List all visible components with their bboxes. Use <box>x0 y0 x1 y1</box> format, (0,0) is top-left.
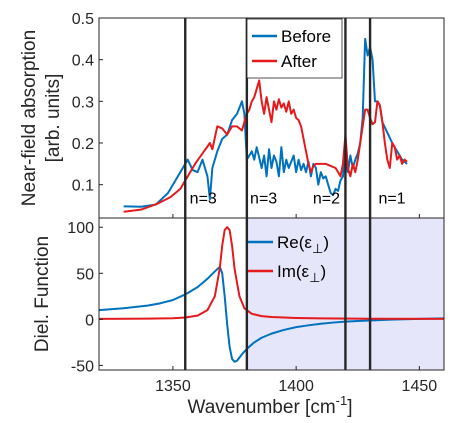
top-y-tick-label: 0.5 <box>72 11 94 28</box>
series-line-im <box>98 226 445 320</box>
x-tick-label: 1350 <box>155 378 191 395</box>
bottom-x-ticks: 1350 1400 1450 <box>155 214 437 395</box>
legend-label-after: After <box>281 52 317 71</box>
top-legend-box <box>246 18 343 79</box>
top-y-tick-label: 0.3 <box>72 94 94 111</box>
x-tick-label: 1400 <box>278 378 314 395</box>
top-y-ticks: 0.1 0.2 0.3 0.4 0.5 <box>72 11 103 195</box>
bottom-y-axis-label: Diel. Function <box>32 236 53 352</box>
bottom-legend: Re(ε⊥) Im(ε⊥) <box>248 233 329 285</box>
bottom-y-tick-label: 100 <box>67 220 94 237</box>
mode-label-0: n=3 <box>190 190 217 207</box>
bottom-panel: -50 0 50 100 1350 1400 1450 Diel. Function Wa… <box>32 214 445 418</box>
series-line-before <box>123 37 408 208</box>
mode-annotations: n=3 n=3 n=2 n=1 <box>190 190 406 207</box>
legend-label-im-sub: ⊥ <box>309 270 320 285</box>
series-line-re <box>98 265 445 363</box>
mode-label-1: n=3 <box>250 190 277 207</box>
legend-label-re-base: Re(ε <box>277 233 312 252</box>
mode-label-3: n=1 <box>378 190 405 207</box>
bottom-y-tick-label: -50 <box>71 358 94 375</box>
legend-label-im: Im(ε⊥) <box>277 262 326 285</box>
legend-label-re: Re(ε⊥) <box>277 233 329 256</box>
x-axis-label-superscript: -1 <box>336 393 348 408</box>
x-axis-label-close: ] <box>347 397 352 418</box>
top-y-axis-label-line2: [arb. units] <box>43 74 64 163</box>
top-legend: Before After <box>246 18 343 79</box>
legend-label-re-sub: ⊥ <box>312 241 323 256</box>
bottom-y-tick-label: 0 <box>85 312 94 329</box>
legend-label-before: Before <box>281 27 331 46</box>
bottom-plot-area <box>98 218 445 370</box>
x-tick-label: 1450 <box>402 378 438 395</box>
bottom-y-ticks: -50 0 50 100 <box>67 220 103 375</box>
top-y-tick-label: 0.2 <box>72 136 94 153</box>
x-axis-label: Wavenumber [cm-1] <box>187 393 352 418</box>
bottom-y-tick-label: 50 <box>76 266 94 283</box>
bottom-axes-box <box>98 217 445 371</box>
mode-label-2: n=2 <box>313 190 340 207</box>
legend-label-re-close: ) <box>323 233 329 252</box>
legend-label-im-base: Im(ε <box>277 262 310 281</box>
top-y-axis-label-line1: Near-field absorption <box>19 30 40 206</box>
series-line-after <box>123 79 408 213</box>
x-axis-label-main: Wavenumber [cm <box>187 397 335 418</box>
legend-label-im-close: ) <box>320 262 326 281</box>
top-y-tick-label: 0.1 <box>72 178 94 195</box>
top-y-tick-label: 0.4 <box>72 53 94 70</box>
